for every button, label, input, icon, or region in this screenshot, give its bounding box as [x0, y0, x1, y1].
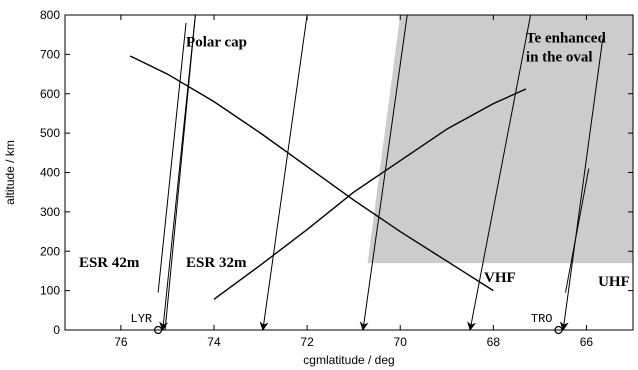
annotation-1: Te enhanced	[526, 31, 607, 47]
station-label-lyr: LYR	[131, 312, 153, 326]
y-tick-label-100: 100	[40, 284, 60, 298]
x-tick-label-72: 72	[300, 335, 314, 349]
curve-line-1	[129, 55, 494, 292]
y-tick-label-200: 200	[40, 244, 60, 258]
shaded-region	[367, 15, 633, 264]
shaded-region-layer	[367, 15, 633, 264]
y-tick-label-700: 700	[40, 47, 60, 61]
y-tick-label-0: 0	[53, 323, 60, 337]
annotation-2: in the oval	[526, 49, 593, 65]
beam-line-7	[565, 168, 590, 293]
x-tick-label-76: 76	[114, 335, 128, 349]
x-tick-label-66: 66	[580, 335, 594, 349]
data-layer: LYR TRO	[129, 14, 604, 335]
x-axis-label: cgmlatitude / deg	[303, 353, 394, 367]
station-label-tro: TRO	[531, 312, 553, 326]
annotation-5: VHF	[484, 270, 516, 286]
curve-line-0	[213, 88, 527, 300]
beam-line-4	[467, 14, 532, 331]
annotation-4: ESR 32m	[186, 255, 247, 271]
tick-layer: 76 74 72 70 68 66 0 100 200 300 400 500 600 700 800	[40, 8, 633, 349]
beam-line-0	[157, 22, 187, 293]
beam-line-3	[359, 14, 408, 331]
y-tick-label-300: 300	[40, 205, 60, 219]
annotation-0: Polar cap	[186, 35, 247, 51]
beam-line-6	[559, 38, 604, 331]
annotation-layer: Polar cap Te enhanced in the oval ESR 42m ES…	[79, 31, 630, 290]
y-tick-label-400: 400	[40, 166, 60, 180]
annotation-6: UHF	[598, 274, 630, 290]
beam-line-5	[159, 14, 196, 331]
y-tick-label-800: 800	[40, 8, 60, 22]
x-tick-label-74: 74	[207, 335, 221, 349]
y-tick-label-500: 500	[40, 126, 60, 140]
annotation-3: ESR 42m	[79, 255, 140, 271]
x-tick-label-68: 68	[487, 335, 501, 349]
y-tick-label-600: 600	[40, 87, 60, 101]
beam-line-2	[259, 14, 308, 331]
x-tick-label-70: 70	[394, 335, 408, 349]
y-axis-label: altitude / km	[3, 140, 17, 205]
